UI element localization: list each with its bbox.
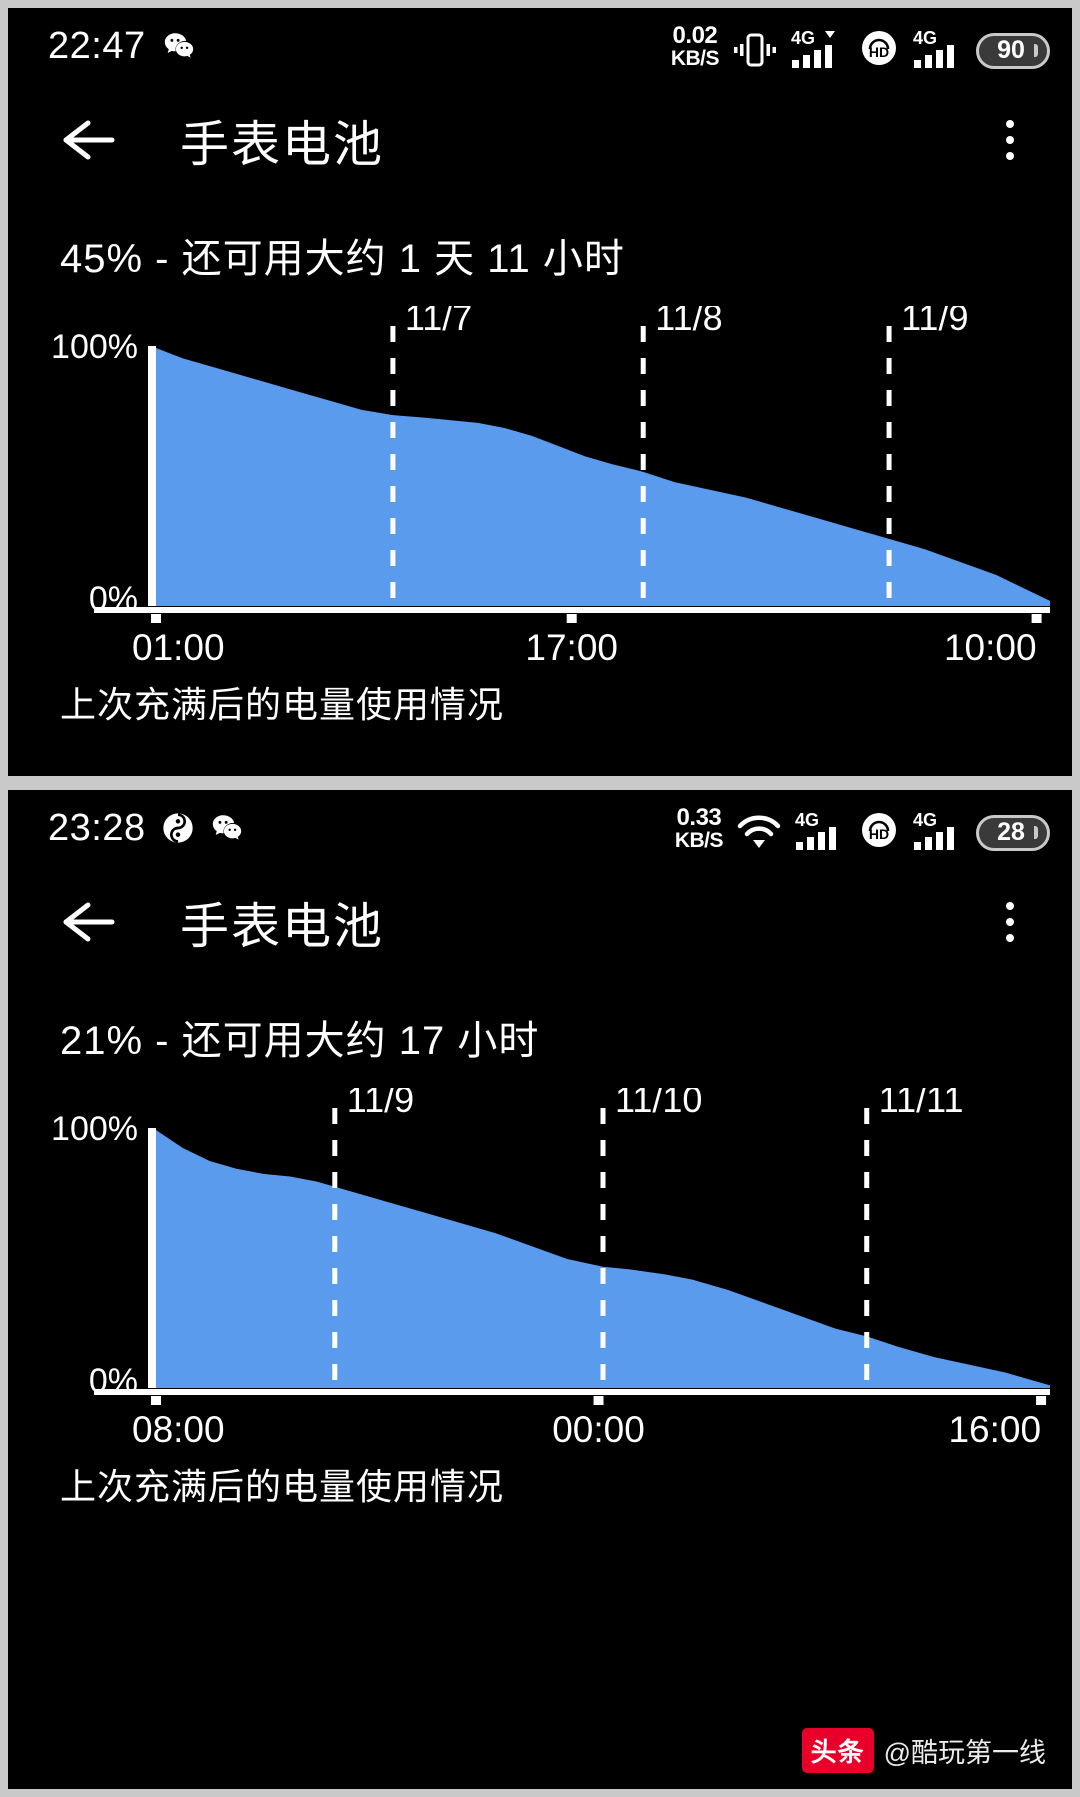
svg-text:HD: HD — [869, 44, 889, 60]
status-bar-left: 22:47 — [48, 25, 196, 68]
page-title: 手表电池 — [180, 899, 385, 954]
network-speed-unit: KB/S — [674, 828, 724, 852]
svg-text:11/7: 11/7 — [405, 306, 472, 338]
svg-text:01:00: 01:00 — [132, 627, 225, 668]
wechat-icon — [162, 29, 196, 63]
back-button[interactable] — [58, 890, 122, 954]
volte-hd-icon: HD — [858, 27, 900, 69]
battery-indicator: 28 — [976, 814, 1050, 851]
status-bar-right: 0.33 KB/S 4G — [674, 803, 1050, 852]
svg-text:11/10: 11/10 — [615, 1088, 702, 1120]
battery-level-text: 90 — [997, 36, 1025, 64]
status-bar-left: 23:28 — [48, 807, 244, 850]
chart-footnote: 上次充满后的电量使用情况 — [60, 684, 505, 725]
watermark: 头条 @酷玩第一线 — [801, 1728, 1046, 1773]
chart-footnote: 上次充满后的电量使用情况 — [60, 1466, 505, 1507]
battery-summary-text: 45% - 还可用大约 1 天 11 小时 — [60, 237, 625, 281]
vibrate-icon — [732, 31, 778, 69]
battery-indicator: 90 — [976, 32, 1050, 69]
battery-level-text: 28 — [997, 818, 1025, 846]
network-speed-unit: KB/S — [670, 46, 720, 70]
battery-chart-2: 100% 0% 11/9 11/10 11/11 08:00 00:00 16:00 — [8, 1088, 1072, 1458]
svg-text:10:00: 10:00 — [944, 627, 1037, 668]
overflow-menu-icon[interactable] — [982, 108, 1038, 172]
watermark-logo: 头条 — [801, 1728, 874, 1773]
svg-text:4G: 4G — [791, 28, 815, 48]
overflow-menu-icon[interactable] — [982, 890, 1038, 954]
svg-text:11/9: 11/9 — [347, 1088, 414, 1120]
music-icon — [162, 811, 194, 845]
svg-text:HD: HD — [869, 826, 889, 842]
status-bar: 23:28 — [8, 790, 1072, 866]
battery-chart-1: 100% 0% 11/7 11/8 11/9 01:00 17:00 10:00 — [8, 306, 1072, 676]
signal-4g-icon: 4G — [913, 27, 963, 69]
signal-4g-icon: 4G — [913, 809, 963, 851]
svg-text:00:00: 00:00 — [552, 1409, 645, 1450]
screenshot-panel-1: 22:47 0.02 KB/S — [8, 8, 1072, 776]
svg-text:100%: 100% — [51, 1110, 138, 1148]
svg-text:17:00: 17:00 — [525, 627, 618, 668]
network-speed-value: 0.33 — [676, 803, 722, 831]
battery-summary-text: 21% - 还可用大约 17 小时 — [60, 1019, 540, 1063]
svg-text:11/11: 11/11 — [879, 1088, 964, 1120]
status-time: 22:47 — [48, 24, 146, 67]
signal-4g-icon: 4G — [795, 809, 845, 851]
svg-text:4G: 4G — [795, 810, 819, 830]
status-bar: 22:47 0.02 KB/S — [8, 8, 1072, 84]
volte-hd-icon: HD — [858, 809, 900, 851]
watermark-text: @酷玩第一线 — [883, 1738, 1046, 1768]
signal-4g-icon: 4G — [791, 27, 845, 69]
svg-text:11/8: 11/8 — [655, 306, 722, 338]
wifi-icon — [736, 811, 782, 851]
svg-text:4G: 4G — [913, 810, 937, 830]
svg-text:16:00: 16:00 — [948, 1409, 1041, 1450]
app-bar: 手表电池 — [8, 84, 1072, 196]
svg-text:100%: 100% — [51, 328, 138, 366]
network-speed-indicator: 0.33 KB/S — [674, 803, 724, 852]
status-time: 23:28 — [48, 806, 146, 849]
network-speed-value: 0.02 — [672, 21, 718, 49]
svg-text:11/9: 11/9 — [901, 306, 968, 338]
app-bar: 手表电池 — [8, 866, 1072, 978]
page-title: 手表电池 — [180, 117, 385, 172]
screenshot-panel-2: 23:28 — [8, 790, 1072, 1789]
wechat-icon — [210, 811, 244, 845]
svg-text:4G: 4G — [913, 28, 937, 48]
svg-text:08:00: 08:00 — [132, 1409, 225, 1450]
back-button[interactable] — [58, 108, 122, 172]
status-bar-right: 0.02 KB/S 4G — [670, 21, 1050, 70]
network-speed-indicator: 0.02 KB/S — [670, 21, 720, 70]
